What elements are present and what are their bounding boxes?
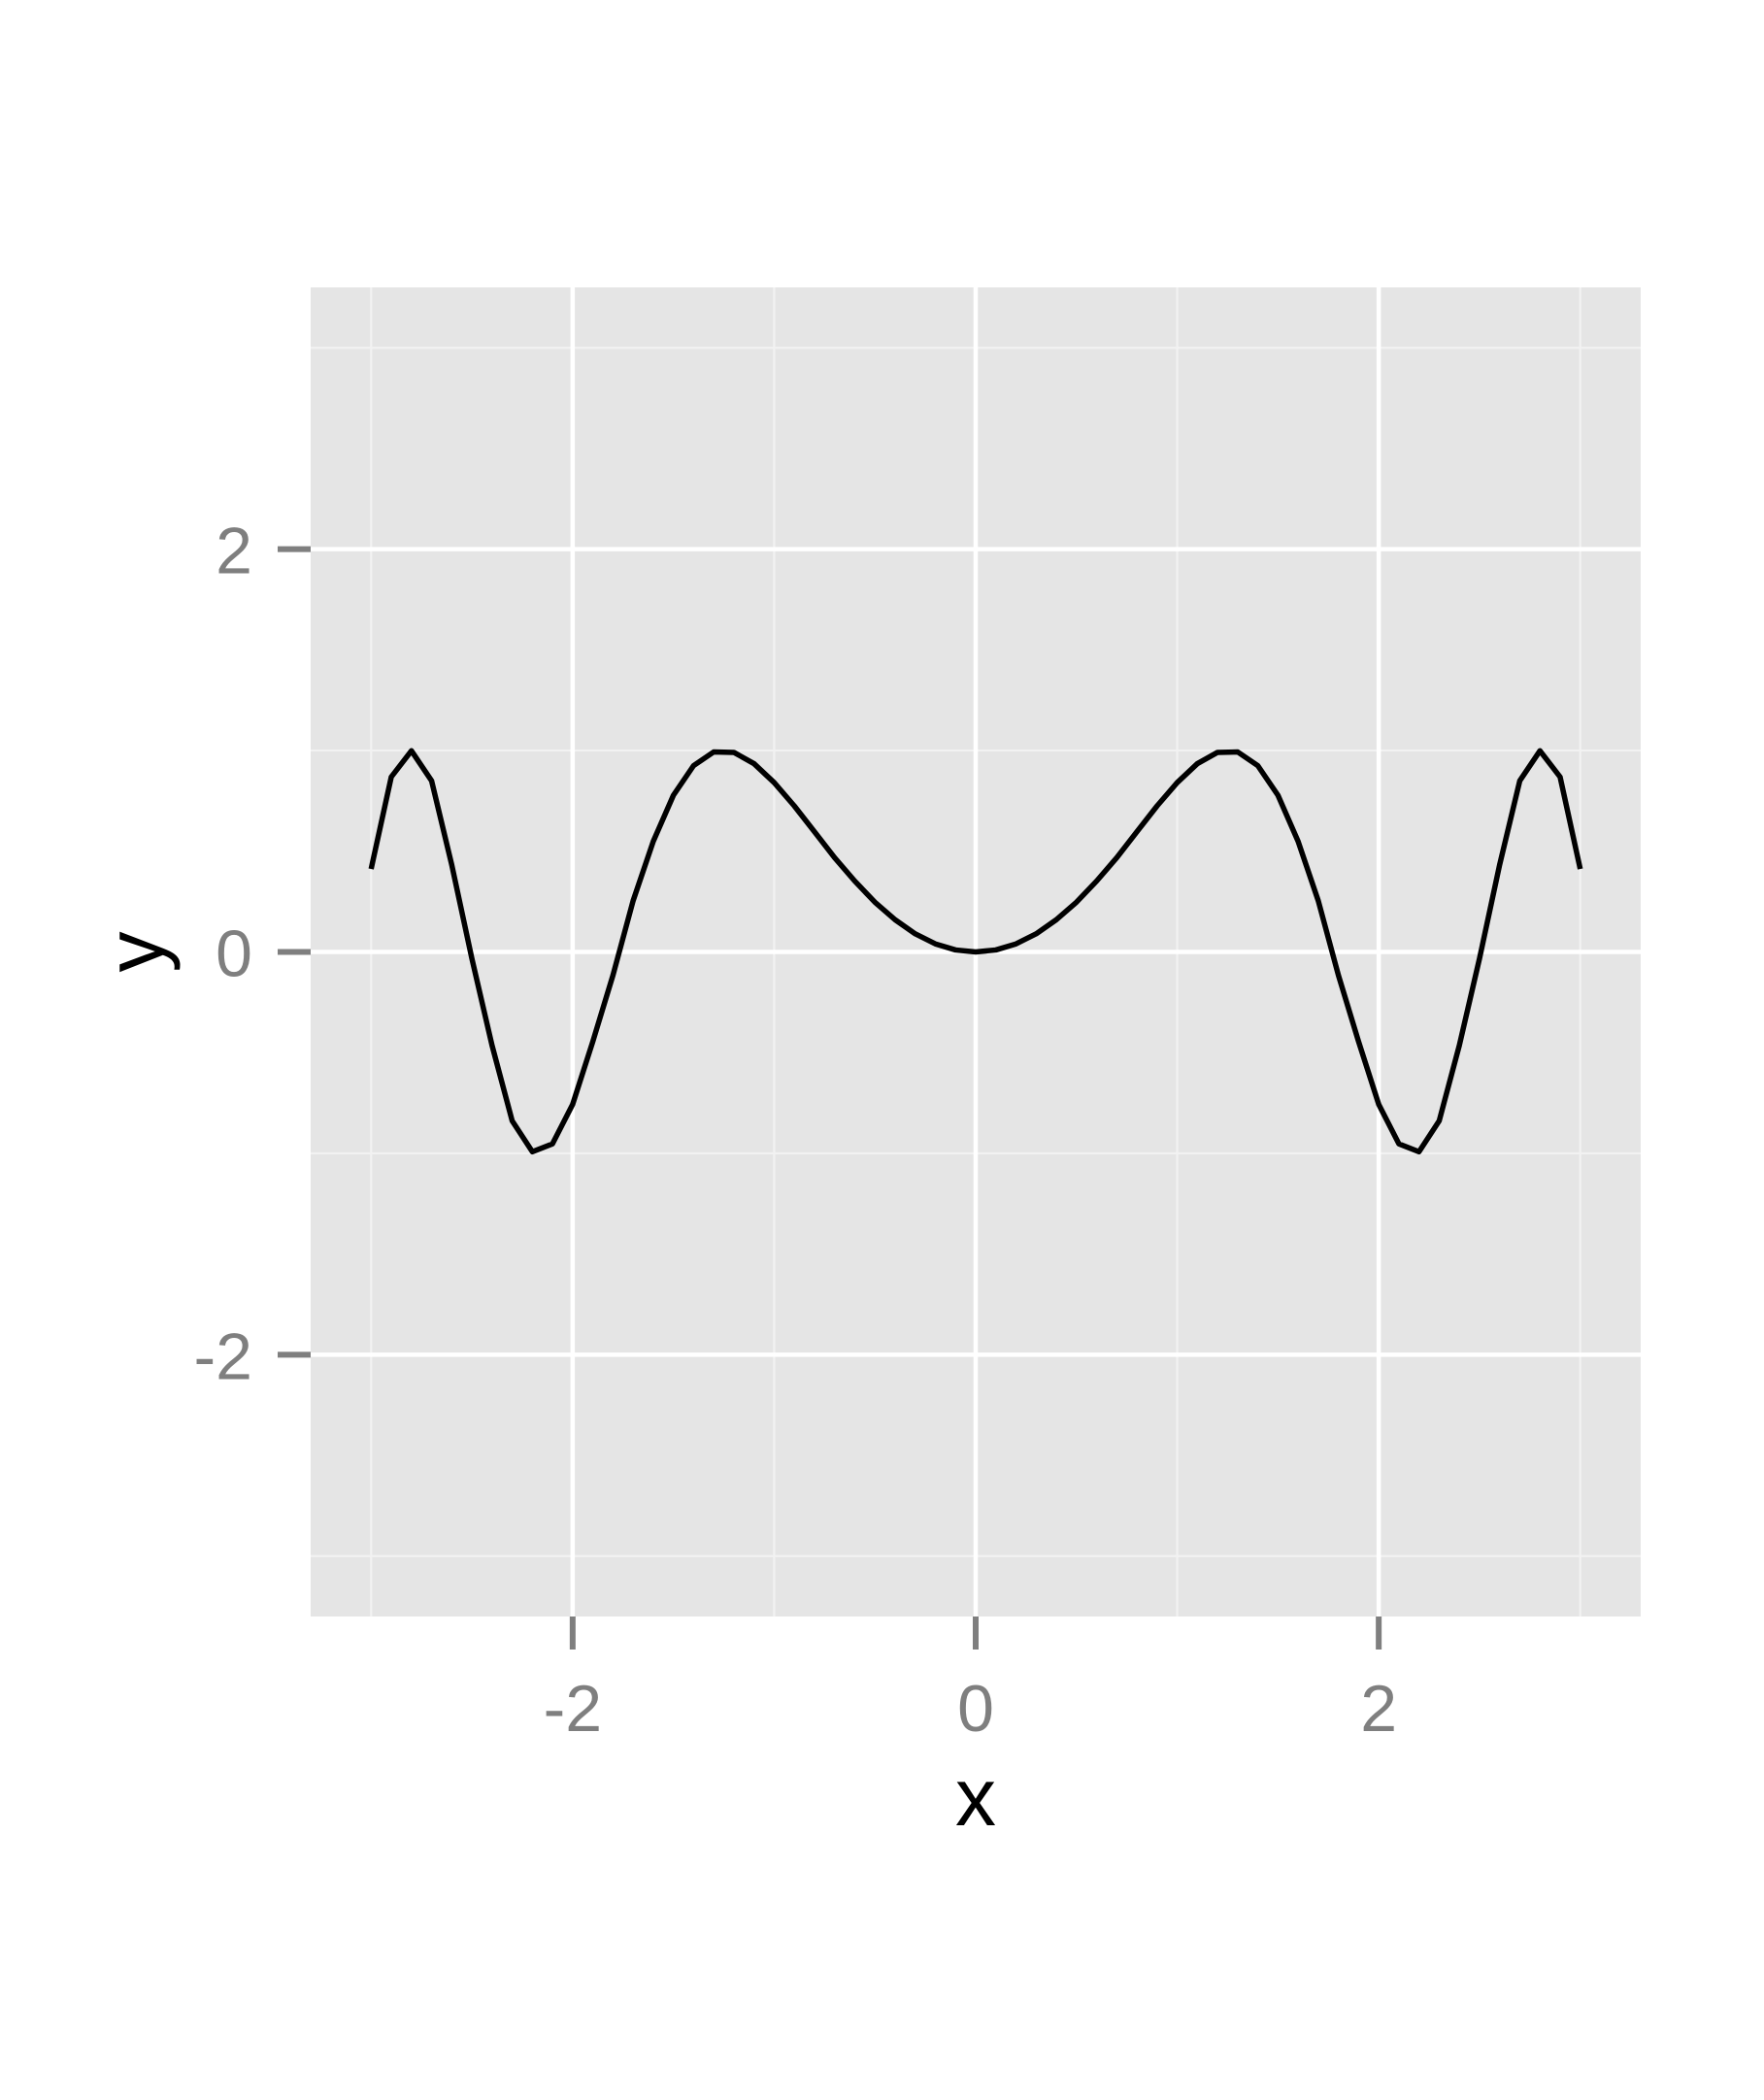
- series-line: [368, 748, 1583, 1155]
- x-tick-label: 2: [1360, 1672, 1397, 1746]
- y-tick-label: -2: [194, 1319, 252, 1393]
- y-axis-ticks: -2 0 2: [194, 515, 311, 1393]
- x-axis-title: x: [955, 1751, 996, 1843]
- x-tick-label: -2: [544, 1672, 602, 1746]
- y-axis-title: y: [89, 932, 181, 973]
- y-tick-label: 0: [216, 917, 252, 991]
- y-tick-label: 2: [216, 515, 252, 588]
- x-axis-ticks: -2 0 2: [544, 1617, 1397, 1746]
- x-tick-label: 0: [957, 1672, 994, 1746]
